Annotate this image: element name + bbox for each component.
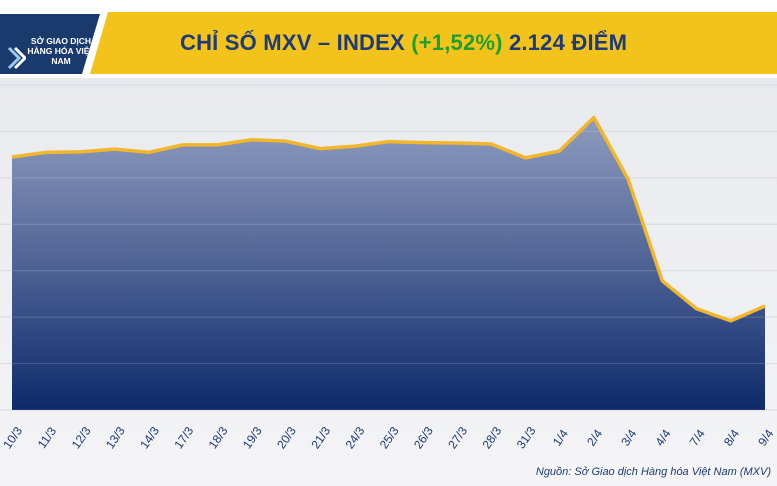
x-tick-label: 4/4 (653, 427, 674, 449)
title-band (90, 12, 777, 74)
x-tick-label: 18/3 (206, 424, 231, 451)
x-tick-label: 13/3 (103, 424, 128, 451)
x-tick-label: 27/3 (445, 424, 470, 451)
logo-text: SỞ GIAO DỊCH HÀNG HÓA VIỆT NAM (27, 36, 95, 66)
area-fill (12, 117, 765, 410)
logo: SỞ GIAO DỊCH HÀNG HÓA VIỆT NAM (0, 14, 100, 74)
x-tick-label: 14/3 (137, 424, 162, 451)
gridlines-overlay (0, 84, 777, 411)
x-tick-label: 12/3 (69, 424, 94, 451)
x-tick-label: 2/4 (584, 427, 605, 449)
source-note: Nguồn: Sở Giao dịch Hàng hóa Việt Nam (M… (535, 466, 771, 478)
x-tick-label: 8/4 (721, 427, 742, 449)
x-tick-label: 31/3 (514, 424, 539, 451)
x-tick-label: 9/4 (755, 427, 776, 449)
x-tick-label: 25/3 (377, 424, 402, 451)
x-tick-label: 19/3 (240, 424, 265, 451)
x-tick-label: 3/4 (618, 427, 639, 449)
x-tick-label: 10/3 (0, 424, 25, 451)
page-title: CHỈ SỐ MXV – INDEX (+1,52%) 2.124 ĐIỂM (180, 30, 627, 56)
x-tick-label: 1/4 (550, 427, 571, 449)
logo-chevron-icon (7, 46, 26, 70)
x-tick-label: 21/3 (308, 424, 333, 451)
header: SỞ GIAO DỊCH HÀNG HÓA VIỆT NAM CHỈ SỐ MX… (0, 0, 777, 78)
series-line (11, 115, 766, 323)
x-tick-label: 24/3 (343, 424, 368, 451)
x-tick-label: 20/3 (274, 424, 299, 451)
title-change: (+1,52%) (411, 30, 503, 55)
title-value: 2.124 ĐIỂM (508, 30, 628, 55)
x-tick-label: 7/4 (687, 427, 708, 449)
x-tick-labels: 10/3 11/3 12/3 13/3 14/3 17/3 18/3 19/3 20/3 21/3… (0, 424, 776, 451)
x-tick-label: 17/3 (171, 424, 196, 451)
x-tick-label: 26/3 (411, 424, 436, 451)
x-tick-label: 28/3 (479, 424, 504, 451)
title-main: CHỈ SỐ MXV – INDEX (180, 30, 405, 55)
x-tick-label: 11/3 (35, 424, 60, 451)
